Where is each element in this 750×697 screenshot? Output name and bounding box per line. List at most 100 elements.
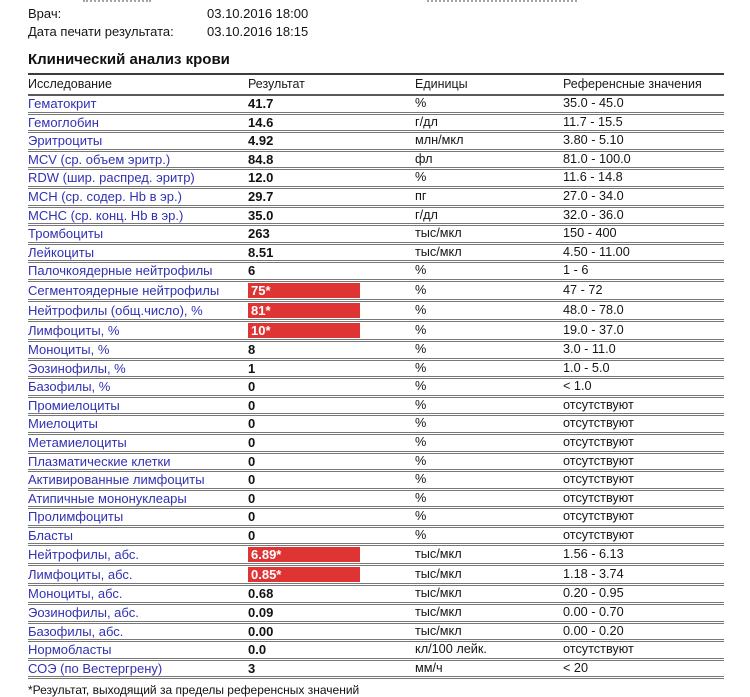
- result-value: 12.0: [248, 170, 274, 186]
- test-name: Эозинофилы, %: [28, 359, 248, 380]
- reference-value: 1.56 - 6.13: [563, 544, 724, 567]
- reference-value: 32.0 - 36.0: [563, 206, 724, 227]
- test-name: Лимфоциты, %: [28, 320, 248, 342]
- table-row: Лейкоциты 8.51 тыс/мкл 4.50 - 11.00: [28, 243, 724, 264]
- reference-value: отсутствуют: [563, 526, 724, 547]
- units-value: тыс/мкл: [415, 622, 563, 643]
- reference-value: отсутствуют: [563, 640, 724, 661]
- reference-value: отсутствуют: [563, 489, 724, 510]
- units-value: %: [415, 320, 563, 342]
- results-table: Исследование Результат Единицы Референсн…: [28, 73, 724, 680]
- result-value: 14.6: [248, 114, 274, 130]
- reference-value: 11.6 - 14.8: [563, 168, 724, 189]
- reference-value: 19.0 - 37.0: [563, 320, 724, 342]
- result-cell: 0.09: [248, 603, 415, 624]
- reference-value: 11.7 - 15.5: [563, 113, 724, 134]
- table-row: MCH (ср. содер. Hb в эр.) 29.7 пг 27.0 -…: [28, 187, 724, 208]
- cropped-text-fragment: [83, 0, 151, 4]
- test-name: Бласты: [28, 526, 248, 547]
- result-cell: 29.7: [248, 187, 415, 208]
- result-cell: 6.89*: [248, 544, 415, 567]
- column-header-units: Единицы: [415, 73, 563, 96]
- column-header-reference: Референсные значения: [563, 73, 724, 96]
- units-value: %: [415, 300, 563, 322]
- test-name: Эозинофилы, абс.: [28, 603, 248, 624]
- test-name: MCV (ср. объем эритр.): [28, 150, 248, 171]
- section-title: Клинический анализ крови: [28, 51, 230, 68]
- result-value: 4.92: [248, 133, 274, 149]
- test-name: Активированные лимфоциты: [28, 470, 248, 491]
- reference-value: отсутствуют: [563, 470, 724, 491]
- units-value: %: [415, 470, 563, 491]
- table-row: Активированные лимфоциты 0 % отсутствуют: [28, 470, 724, 491]
- units-value: мм/ч: [415, 659, 563, 680]
- doctor-label: Врач:: [28, 6, 62, 21]
- result-value: 0: [248, 453, 256, 469]
- test-name: Метамиелоциты: [28, 433, 248, 454]
- reference-value: 3.80 - 5.10: [563, 131, 724, 152]
- table-row: Бласты 0 % отсутствуют: [28, 526, 724, 547]
- result-cell: 12.0: [248, 168, 415, 189]
- result-value: 0.09: [248, 605, 274, 621]
- result-cell: 0: [248, 414, 415, 435]
- result-cell: 263: [248, 224, 415, 245]
- result-cell: 0: [248, 396, 415, 417]
- units-value: фл: [415, 150, 563, 171]
- test-name: Сегментоядерные нейтрофилы: [28, 280, 248, 302]
- print-date-row: Дата печати результата: 03.10.2016 18:15: [28, 23, 726, 41]
- table-row: Метамиелоциты 0 % отсутствуют: [28, 433, 724, 454]
- table-row: MCV (ср. объем эритр.) 84.8 фл 81.0 - 10…: [28, 150, 724, 171]
- result-value: 29.7: [248, 188, 274, 204]
- table-row: СОЭ (по Вестергрену) 3 мм/ч < 20: [28, 659, 724, 680]
- test-name: Базофилы, абс.: [28, 622, 248, 643]
- table-row: Моноциты, % 8 % 3.0 - 11.0: [28, 340, 724, 361]
- result-value: 35.0: [248, 207, 274, 223]
- result-value: 0: [248, 527, 256, 543]
- reference-value: 150 - 400: [563, 224, 724, 245]
- result-value: 0: [248, 397, 256, 413]
- reference-value: < 20: [563, 659, 724, 680]
- table-row: RDW (шир. распред. эритр) 12.0 % 11.6 - …: [28, 168, 724, 189]
- result-value: 0: [248, 434, 256, 450]
- units-value: кл/100 лейк.: [415, 640, 563, 661]
- table-row: Лимфоциты, абс. 0.85* тыс/мкл 1.18 - 3.7…: [28, 564, 724, 587]
- result-cell: 0: [248, 433, 415, 454]
- result-cell: 3: [248, 659, 415, 680]
- result-value: 6: [248, 263, 256, 279]
- table-row: Гематокрит 41.7 % 35.0 - 45.0: [28, 95, 724, 115]
- result-value: 0.85*: [248, 567, 360, 582]
- table-row: Пролимфоциты 0 % отсутствуют: [28, 507, 724, 528]
- result-cell: 84.8: [248, 150, 415, 171]
- table-row: Сегментоядерные нейтрофилы 75* % 47 - 72: [28, 280, 724, 302]
- table-row: Лимфоциты, % 10* % 19.0 - 37.0: [28, 320, 724, 342]
- result-cell: 81*: [248, 300, 415, 322]
- result-cell: 0: [248, 489, 415, 510]
- reference-value: отсутствуют: [563, 433, 724, 454]
- units-value: %: [415, 507, 563, 528]
- reference-value: 1.18 - 3.74: [563, 564, 724, 587]
- test-name: RDW (шир. распред. эритр): [28, 168, 248, 189]
- result-value: 6.89*: [248, 547, 360, 562]
- result-value: 263: [248, 226, 270, 242]
- units-value: %: [415, 526, 563, 547]
- table-row: Миелоциты 0 % отсутствуют: [28, 414, 724, 435]
- table-row: Нормобласты 0.0 кл/100 лейк. отсутствуют: [28, 640, 724, 661]
- table-row: Нейтрофилы (общ.число), % 81* % 48.0 - 7…: [28, 300, 724, 322]
- result-cell: 10*: [248, 320, 415, 342]
- result-cell: 8: [248, 340, 415, 361]
- reference-value: 48.0 - 78.0: [563, 300, 724, 322]
- doctor-row: Врач: 03.10.2016 18:00: [28, 5, 726, 23]
- reference-value: 47 - 72: [563, 280, 724, 302]
- units-value: %: [415, 489, 563, 510]
- result-value: 10*: [248, 322, 360, 338]
- result-cell: 0.85*: [248, 564, 415, 587]
- cropped-text-fragment: [427, 0, 577, 4]
- units-value: %: [415, 168, 563, 189]
- table-row: Эозинофилы, абс. 0.09 тыс/мкл 0.00 - 0.7…: [28, 603, 724, 624]
- table-row: Нейтрофилы, абс. 6.89* тыс/мкл 1.56 - 6.…: [28, 544, 724, 567]
- test-name: MCH (ср. содер. Hb в эр.): [28, 187, 248, 208]
- results-table-header: Исследование Результат Единицы Референсн…: [28, 73, 724, 96]
- units-value: тыс/мкл: [415, 584, 563, 606]
- result-value: 3: [248, 660, 256, 676]
- units-value: пг: [415, 187, 563, 208]
